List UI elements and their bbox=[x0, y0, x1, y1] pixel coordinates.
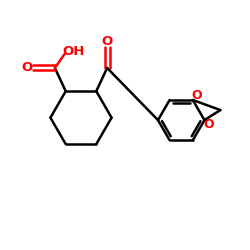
Text: O: O bbox=[204, 118, 214, 131]
Text: O: O bbox=[21, 61, 32, 74]
Text: O: O bbox=[191, 89, 202, 102]
Text: OH: OH bbox=[63, 46, 85, 59]
Text: O: O bbox=[102, 34, 113, 48]
